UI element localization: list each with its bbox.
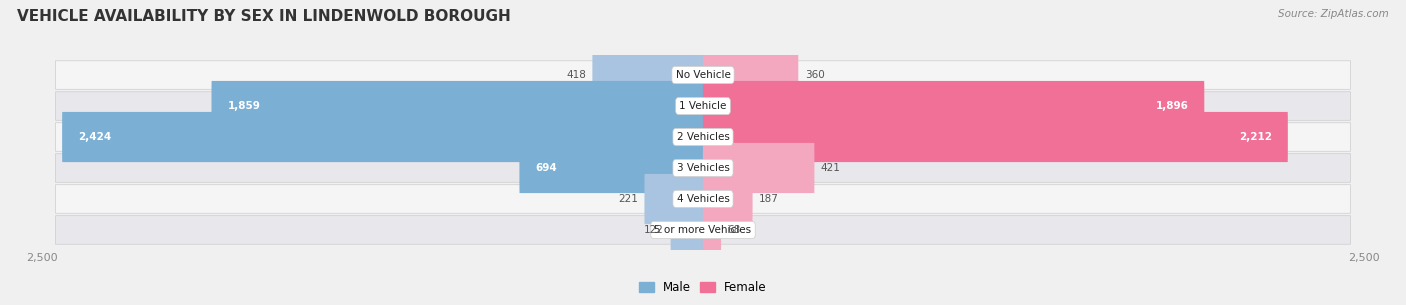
Text: 1,896: 1,896: [1156, 101, 1188, 111]
FancyBboxPatch shape: [55, 185, 1351, 213]
FancyBboxPatch shape: [55, 123, 1351, 151]
Text: Source: ZipAtlas.com: Source: ZipAtlas.com: [1278, 9, 1389, 19]
Text: No Vehicle: No Vehicle: [675, 70, 731, 80]
FancyBboxPatch shape: [55, 154, 1351, 182]
Text: 694: 694: [536, 163, 557, 173]
FancyBboxPatch shape: [55, 92, 1351, 120]
Text: 360: 360: [804, 70, 824, 80]
Text: 418: 418: [567, 70, 586, 80]
FancyBboxPatch shape: [703, 205, 721, 255]
FancyBboxPatch shape: [592, 50, 703, 100]
FancyBboxPatch shape: [671, 205, 703, 255]
FancyBboxPatch shape: [703, 143, 814, 193]
FancyBboxPatch shape: [519, 143, 703, 193]
Text: 2,424: 2,424: [79, 132, 111, 142]
FancyBboxPatch shape: [703, 50, 799, 100]
Text: 122: 122: [644, 225, 664, 235]
Text: 221: 221: [619, 194, 638, 204]
Text: 3 Vehicles: 3 Vehicles: [676, 163, 730, 173]
Text: 2,212: 2,212: [1239, 132, 1272, 142]
Text: 5 or more Vehicles: 5 or more Vehicles: [654, 225, 752, 235]
FancyBboxPatch shape: [703, 81, 1205, 131]
FancyBboxPatch shape: [211, 81, 703, 131]
FancyBboxPatch shape: [644, 174, 703, 224]
Text: 2 Vehicles: 2 Vehicles: [676, 132, 730, 142]
Text: VEHICLE AVAILABILITY BY SEX IN LINDENWOLD BOROUGH: VEHICLE AVAILABILITY BY SEX IN LINDENWOL…: [17, 9, 510, 24]
Text: 68: 68: [727, 225, 741, 235]
FancyBboxPatch shape: [55, 216, 1351, 244]
FancyBboxPatch shape: [55, 61, 1351, 89]
Text: 421: 421: [821, 163, 841, 173]
Legend: Male, Female: Male, Female: [634, 276, 772, 299]
FancyBboxPatch shape: [703, 174, 752, 224]
Text: 1,859: 1,859: [228, 101, 260, 111]
Text: 1 Vehicle: 1 Vehicle: [679, 101, 727, 111]
FancyBboxPatch shape: [62, 112, 703, 162]
Text: 4 Vehicles: 4 Vehicles: [676, 194, 730, 204]
Text: 187: 187: [759, 194, 779, 204]
FancyBboxPatch shape: [703, 112, 1288, 162]
